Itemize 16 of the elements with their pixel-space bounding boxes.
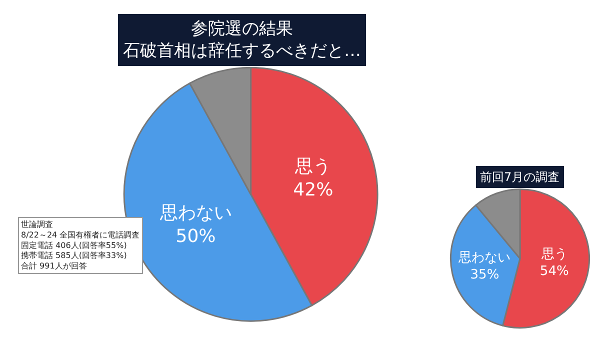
- chart-title: 前回7月の調査: [480, 170, 560, 184]
- text: 世論調査: [21, 220, 53, 229]
- text: 携帯電話 585人(回答率33%): [21, 251, 127, 260]
- chart-subtitle: 石破首相は辞任するべきだと…: [123, 41, 361, 62]
- text: 8/22～24 全国有権者に電話調査: [21, 230, 140, 240]
- text: 合計 991人が回答: [21, 262, 87, 271]
- slice-label: 思う: [540, 246, 568, 262]
- data-label: 50%: [176, 226, 216, 248]
- data-label: 54%: [540, 264, 569, 279]
- text: 固定電話 406人(回答率55%): [21, 240, 127, 250]
- data-label: 42%: [293, 180, 334, 201]
- slice-label: 思わない: [158, 202, 232, 224]
- chart-title: 参院選の結果: [191, 19, 293, 39]
- slice-label: 思う: [294, 156, 332, 178]
- slice-label: 思わない: [458, 250, 511, 266]
- data-label: 35%: [470, 268, 500, 283]
